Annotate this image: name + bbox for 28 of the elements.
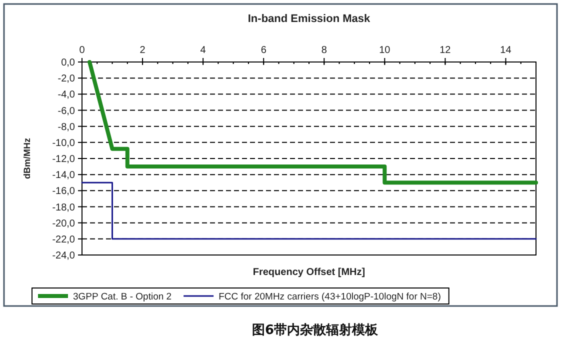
x-tick-label: 10: [379, 45, 391, 56]
y-tick-label: -10,0: [52, 138, 76, 149]
x-tick-label: 8: [321, 45, 328, 56]
y-tick-label: -12,0: [52, 154, 76, 165]
y-tick-label: -4,0: [58, 90, 76, 101]
x-tick-label: 6: [260, 45, 267, 56]
y-tick-label: -6,0: [58, 106, 76, 117]
y-tick-label: -2,0: [58, 74, 76, 85]
y-tick-label: -20,0: [52, 218, 76, 230]
line-series: [88, 60, 538, 185]
x-tick-label: 14: [500, 45, 512, 56]
y-tick-label: -8,0: [58, 122, 76, 133]
legend-label: FCC for 20MHz carriers (43+10logP-10logN for N=8): [218, 292, 441, 302]
y-tick-label: -22,0: [52, 234, 76, 246]
chart-title: In-band Emission Mask: [248, 13, 372, 25]
x-axis-title: Frequency Offset [MHz]: [252, 267, 366, 278]
y-tick-label: -14,0: [52, 170, 76, 182]
x-tick-label: 0: [79, 45, 86, 56]
x-tick-label: 12: [440, 45, 452, 56]
legend-label: 3GPP Cat. B - Option 2: [73, 292, 172, 302]
y-tick-label: -16,0: [52, 186, 76, 198]
x-tick-label: 2: [140, 45, 146, 56]
y-tick-label: -24,0: [52, 250, 76, 262]
y-axis-title: dBm/MHz: [22, 138, 32, 179]
x-tick-label: 4: [200, 45, 206, 56]
y-tick-label: 0,0: [61, 58, 76, 68]
y-tick-label: -18,0: [52, 202, 76, 214]
caption: 图6带内杂散辐射模板: [252, 323, 380, 338]
